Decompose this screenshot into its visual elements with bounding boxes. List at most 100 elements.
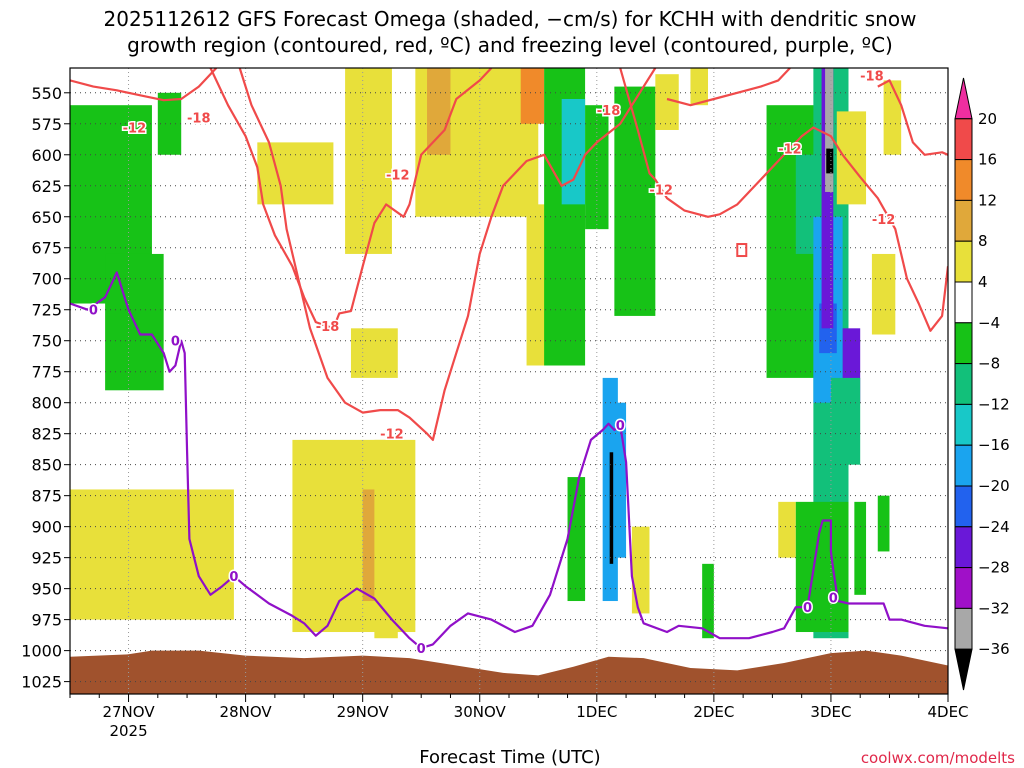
contour-5 xyxy=(877,79,948,156)
y-tick-label-12: 850 xyxy=(31,456,62,475)
x-tick-label-6: 3DEC xyxy=(810,703,851,721)
x-axis-label: Forecast Time (UTC) xyxy=(419,747,600,768)
omega-shade-18 xyxy=(614,86,656,316)
omega-shade-35 xyxy=(883,80,902,155)
y-tick-label-3: 625 xyxy=(31,177,62,196)
omega-shade-13 xyxy=(374,439,398,639)
colorbar-swatch-5 xyxy=(954,281,973,324)
colorbar-label-8: −16 xyxy=(978,436,1010,454)
contour-label-4: -12 xyxy=(380,428,404,443)
contour-label-10: 0 xyxy=(89,304,98,319)
y-tick-label-7: 725 xyxy=(31,301,62,320)
omega-shade-11 xyxy=(520,68,545,124)
y-tick-label-6: 700 xyxy=(31,270,62,289)
omega-shade-33 xyxy=(836,111,867,205)
colorbar: 20 16 12 8 4 −4 −8 −12 −16 −20 −24 −28 −32 −36 xyxy=(954,77,1010,691)
x-tick-label-2: 29NOV xyxy=(337,703,390,721)
contour-label-5: -18 xyxy=(597,104,621,119)
colorbar-swatch-2 xyxy=(954,159,973,201)
surface-terrain xyxy=(70,650,948,694)
contour-4 xyxy=(666,68,791,107)
contour-island xyxy=(736,243,748,258)
colorbar-label-3: 8 xyxy=(978,232,988,250)
contour-label-9: -18 xyxy=(860,69,884,84)
colorbar-label-1: 16 xyxy=(978,151,997,169)
colorbar-label-6: −8 xyxy=(978,355,1000,373)
x-tick-label-5: 2DEC xyxy=(693,703,734,721)
chart-title-line2: growth region (contoured, red, ºC) and f… xyxy=(127,33,893,57)
omega-shade-10 xyxy=(427,68,451,155)
omega-shade-19 xyxy=(567,477,586,602)
colorbar-swatch-11 xyxy=(954,526,973,569)
y-tick-label-9: 775 xyxy=(31,363,62,382)
colorbar-label-10: −24 xyxy=(978,518,1010,536)
y-tick-label-18: 1000 xyxy=(21,642,62,661)
contour-label-16: 0 xyxy=(829,591,838,606)
colorbar-label-0: 20 xyxy=(978,110,997,128)
omega-shade-34 xyxy=(871,253,896,335)
omega-shade-38 xyxy=(854,501,867,595)
omega-shade-28 xyxy=(821,68,834,329)
colorbar-swatch-13 xyxy=(954,607,973,650)
contour-1 xyxy=(209,68,493,330)
contour-label-11: 0 xyxy=(171,335,180,350)
colorbar-label-13: −36 xyxy=(978,640,1010,658)
y-tick-label-4: 650 xyxy=(31,208,62,227)
y-tick-label-15: 925 xyxy=(31,549,62,568)
contour-label-8: -12 xyxy=(872,213,896,228)
omega-shade-29 xyxy=(825,68,834,192)
y-tick-label-8: 750 xyxy=(31,332,62,351)
omega-shade-21 xyxy=(655,74,679,130)
omega-shade-6 xyxy=(350,328,398,378)
colorbar-label-4: 4 xyxy=(978,273,988,291)
plot-clip-group: -12 -18 -18 -12 -12 -18 -12 -12 -12 -18 0 0 0 0 0 0 0 xyxy=(70,68,948,694)
y-tick-label-16: 950 xyxy=(31,580,62,599)
omega-shade-5 xyxy=(345,68,392,254)
x-tick-label-3: 30NOV xyxy=(454,703,507,721)
colorbar-label-9: −20 xyxy=(978,477,1010,495)
contour-label-15: 0 xyxy=(803,601,812,616)
omega-shade-15 xyxy=(561,98,586,205)
omega-shade-16 xyxy=(585,105,609,230)
omega-shade-39 xyxy=(877,495,890,552)
y-tick-label-2: 600 xyxy=(31,146,62,165)
contour-label-7: -12 xyxy=(778,143,802,158)
y-tick-label-11: 825 xyxy=(31,425,62,444)
contour-label-0: -12 xyxy=(123,122,147,137)
contour-label-14: 0 xyxy=(616,419,625,434)
colorbar-swatch-4 xyxy=(954,240,973,283)
credit-text: coolwx.com/modelts xyxy=(861,749,1015,767)
x-tick-label-7: 4DEC xyxy=(927,703,968,721)
contour-label-13: 0 xyxy=(417,642,426,657)
colorbar-top-arrow xyxy=(954,77,973,120)
omega-shade-40 xyxy=(702,563,714,639)
colorbar-label-7: −12 xyxy=(978,395,1010,413)
colorbar-swatch-9 xyxy=(954,444,973,487)
colorbar-bottom-arrow xyxy=(954,648,973,691)
colorbar-swatch-3 xyxy=(954,199,973,242)
x-tick-label-4: 1DEC xyxy=(576,703,617,721)
colorbar-swatch-10 xyxy=(954,485,973,528)
contour-label-2: -18 xyxy=(316,320,340,335)
omega-shade-30 xyxy=(826,148,834,174)
omega-shade-36 xyxy=(778,501,796,558)
contour-6 xyxy=(70,271,948,650)
y-tick-label-14: 900 xyxy=(31,518,62,537)
contour-label-1: -18 xyxy=(187,112,211,127)
colorbar-label-12: −32 xyxy=(978,599,1010,617)
colorbar-swatch-7 xyxy=(954,363,973,405)
colorbar-label-2: 12 xyxy=(978,191,997,209)
x-tick-label-0: 27NOV xyxy=(102,703,155,721)
y-tick-label-0: 550 xyxy=(31,84,62,103)
contour-2 xyxy=(238,68,657,441)
omega-shade-3 xyxy=(157,92,182,155)
y-tick-label-10: 800 xyxy=(31,394,62,413)
omega-shade-32 xyxy=(830,377,861,465)
y-tick-label-19: 1025 xyxy=(21,673,62,692)
contour-label-12: 0 xyxy=(229,570,238,585)
contour-0 xyxy=(70,68,218,102)
y-tick-label-17: 975 xyxy=(31,611,62,630)
colorbar-swatch-1 xyxy=(954,118,973,161)
chart-title-line1: 2025112612 GFS Forecast Omega (shaded, −… xyxy=(104,7,917,31)
colorbar-swatch-12 xyxy=(954,567,973,609)
